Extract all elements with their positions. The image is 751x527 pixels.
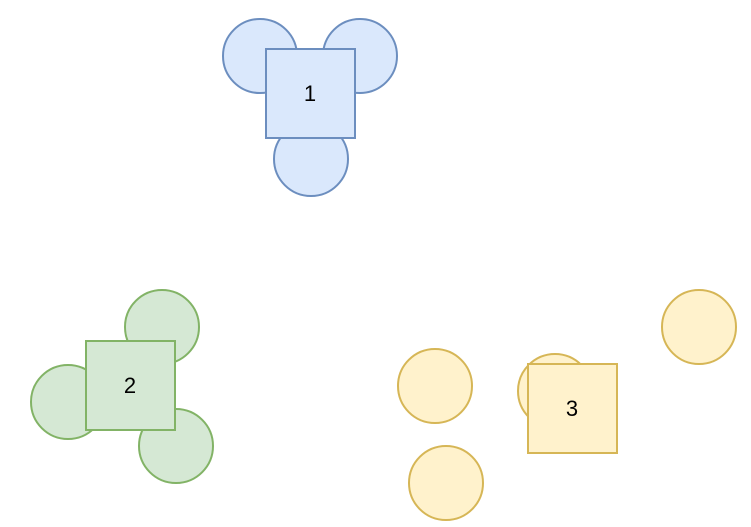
group-1: 1 xyxy=(222,18,398,197)
group-3-square[interactable] xyxy=(527,363,618,454)
group-3-circle-bottom[interactable] xyxy=(408,445,484,521)
group-2: 2 xyxy=(30,289,214,484)
group-3-circle-top-right[interactable] xyxy=(661,289,737,365)
group-3-label: 3 xyxy=(566,396,578,421)
group-3: 3 xyxy=(397,289,737,521)
group-3-circle-left[interactable] xyxy=(397,348,473,424)
group-1-square[interactable] xyxy=(265,48,356,139)
group-2-label: 2 xyxy=(124,373,136,398)
group-1-label: 1 xyxy=(304,81,316,106)
group-2-square[interactable] xyxy=(85,340,176,431)
